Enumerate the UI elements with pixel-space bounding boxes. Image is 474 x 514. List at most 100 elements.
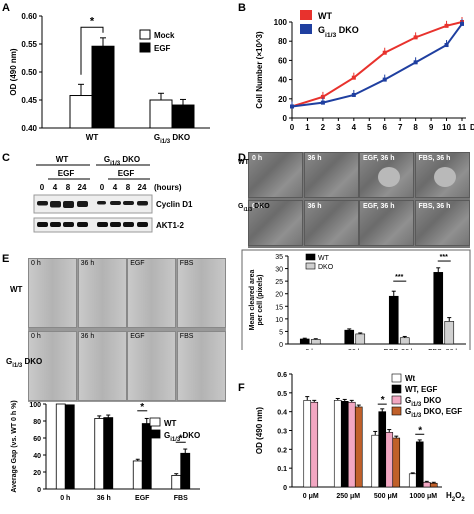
band (137, 201, 148, 206)
x-axis-label: Day (470, 123, 474, 132)
legend-swatch (391, 406, 402, 416)
bar (299, 338, 310, 345)
legend-swatch (391, 384, 402, 394)
y-tick-label: 40 (278, 76, 287, 85)
y-tick-label: 100 (29, 402, 41, 409)
panel-a-label: A (2, 2, 10, 14)
bar (180, 452, 191, 490)
panel-e-label: E (2, 253, 10, 265)
time-label: 8 (126, 183, 131, 192)
significance-star: * (418, 425, 422, 436)
egf-label: EGF (118, 169, 135, 178)
panel-d-label: D (238, 152, 246, 164)
x-tick-label: 9 (429, 123, 434, 132)
panel-b-chart: 0 20 40 60 80 100 0 1 2 3 4 5 6 7 8 9 10 11Day Cell Number… (255, 10, 474, 132)
bar (149, 99, 173, 129)
bar (303, 400, 312, 488)
tile-label: FBS, 36 h (418, 155, 451, 162)
scratch-tile: 36 h (77, 331, 127, 401)
tile-label: 0 h (252, 155, 263, 162)
y-tick-label: 100 (274, 18, 288, 27)
x-tick-label: 7 (398, 123, 403, 132)
significance-star: * (179, 433, 183, 444)
y-tick-label: 10 (275, 317, 283, 324)
legend-label: Mock (154, 31, 175, 40)
x-tick-label: 500 μM (374, 493, 398, 500)
tile-label: 0 h (31, 333, 41, 340)
band (50, 222, 61, 227)
y-tick-label: 0.55 (21, 40, 37, 49)
micrograph-tile: 36 h (303, 200, 359, 246)
bar (399, 337, 410, 345)
band (37, 201, 48, 206)
y-tick-label: 0.45 (21, 96, 37, 105)
band (137, 222, 148, 227)
significance-star: * (90, 15, 95, 27)
legend-swatch (305, 262, 316, 270)
bar (94, 418, 105, 490)
bar (371, 434, 380, 488)
y-tick-label: 60 (278, 56, 287, 65)
series-line (291, 23, 463, 108)
legend-label: WT, EGF (405, 385, 438, 394)
tile-label: 36 h (80, 333, 95, 340)
bar (340, 401, 349, 488)
y-tick-label: 80 (33, 419, 41, 426)
band (123, 201, 134, 205)
time-label: 0 (100, 183, 105, 192)
x-tick-label: 4 (352, 123, 357, 132)
y-axis-label: Mean cleared area (249, 270, 256, 331)
cleared-area (433, 167, 456, 187)
legend-swatch (300, 24, 312, 34)
cleared-area (378, 167, 400, 187)
tile-label: 0 h (31, 260, 41, 267)
legend-swatch (139, 42, 151, 53)
legend-swatch (149, 417, 161, 427)
micrograph-tile: 0 h (248, 200, 303, 246)
y-tick-label: 0.4 (277, 410, 287, 417)
legend-label: Gi1/3 DKO (318, 25, 359, 39)
bar (408, 473, 417, 488)
bar (415, 441, 424, 488)
x-tick-label: 250 μM (336, 493, 360, 500)
y-axis-label: OD (490 nm) (9, 48, 18, 95)
bar (429, 482, 438, 488)
bar (433, 272, 444, 345)
legend-swatch (149, 429, 161, 439)
legend-swatch (391, 373, 402, 383)
panel-f-label: F (238, 382, 245, 394)
legend-label: EGF (154, 44, 171, 53)
micrograph-tile: FBS, 36 h (414, 200, 470, 246)
bar (388, 295, 399, 345)
band (63, 201, 74, 208)
bar (171, 104, 195, 129)
panel-f: F 0 0.1 0.2 0.3 0.4 0.5 0.6 OD (490 nm) 0 μM 250 … (236, 350, 474, 509)
bar (141, 423, 152, 490)
x-tick-label: 36 h (97, 495, 111, 502)
x-tick-label: 0 h (60, 495, 70, 502)
legend-label: WT (318, 11, 332, 21)
micrograph-tile: 0 h (248, 152, 303, 198)
scratch-tile: 0 h (28, 258, 77, 328)
band (97, 201, 106, 205)
y-tick-label: 0.40 (21, 124, 37, 133)
x-tick-label: 0 μM (303, 493, 319, 500)
y-tick-label: 0.60 (21, 12, 37, 21)
time-label: 4 (113, 183, 118, 192)
legend-swatch (391, 395, 402, 405)
x-tick-label: EGF (135, 495, 150, 502)
time-label: 24 (78, 183, 87, 192)
bar (55, 403, 66, 490)
scratch-tile: EGF (127, 258, 177, 328)
scratch-tile: 0 h (28, 331, 77, 401)
micrograph-tile: 36 h (303, 152, 359, 198)
micrograph-tile: FBS, 36 h (414, 152, 470, 198)
x-tick-label: 5 (367, 123, 372, 132)
panel-d: D 0 h 36 h EGF, 36 h FBS, 36 h 0 h 36 h EGF, 3… (236, 150, 474, 350)
bar (392, 437, 401, 488)
x-tick-label: 0 (290, 123, 295, 132)
significance-star: * (381, 395, 385, 406)
significance-stars: *** (395, 274, 403, 281)
bar (103, 417, 114, 490)
x-tick-label: 1 (305, 123, 310, 132)
